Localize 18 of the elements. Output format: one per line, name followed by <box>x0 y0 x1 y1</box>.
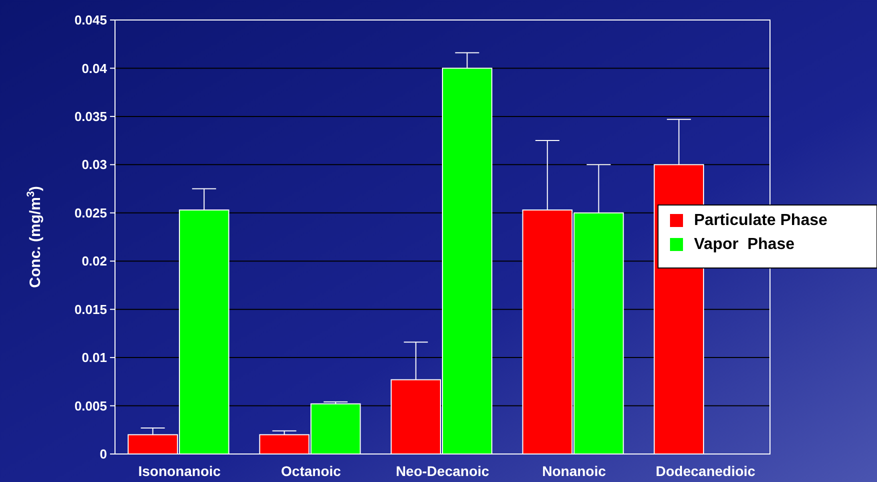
y-tick-label: 0.03 <box>82 157 107 172</box>
y-tick-label: 0.005 <box>74 398 107 414</box>
legend-entry: Vapor Phase <box>670 236 794 253</box>
x-tick-label: Isononanoic <box>138 463 221 479</box>
x-tick-label: Nonanoic <box>542 463 606 479</box>
y-tick-label: 0.01 <box>82 350 107 366</box>
y-tick-label: 0.02 <box>82 254 107 269</box>
y-tick-label: 0.025 <box>74 205 107 220</box>
y-tick-label: 0.045 <box>74 12 107 28</box>
x-tick-label: Octanoic <box>281 463 342 479</box>
y-tick-label: 0 <box>100 446 107 462</box>
legend-entry: Particulate Phase <box>670 212 828 229</box>
y-tick-label: 0.035 <box>74 108 107 124</box>
x-tick-label: Dodecanedioic <box>656 463 756 479</box>
y-tick-label: 0.04 <box>82 60 108 76</box>
y-tick-label: 0.015 <box>74 302 107 317</box>
x-tick-label: Neo-Decanoic <box>396 463 490 479</box>
legend-label: Particulate Phase <box>694 212 828 229</box>
